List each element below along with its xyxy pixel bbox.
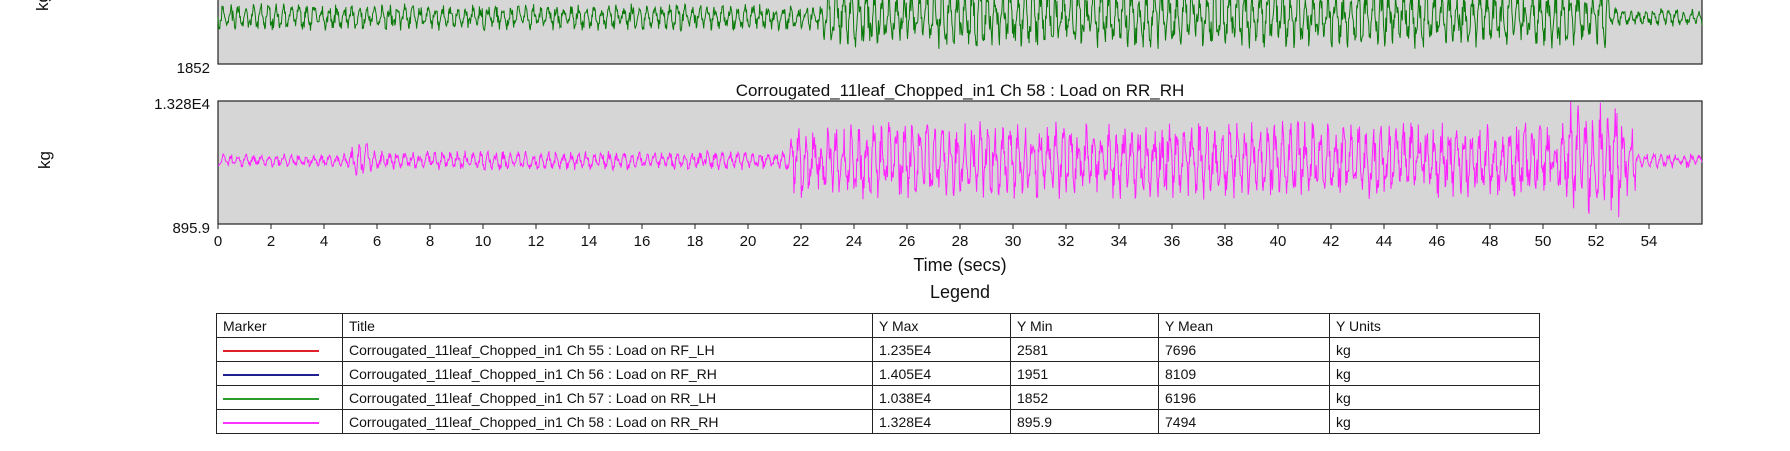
panel-ch57-ymin-label: 1852	[177, 60, 210, 77]
x-tick-label: 16	[634, 233, 651, 250]
legend-row-ymin: 2581	[1010, 337, 1159, 362]
x-tick-label: 18	[687, 233, 704, 250]
legend-row-yunits: kg	[1329, 385, 1540, 410]
x-tick-label: 54	[1641, 233, 1658, 250]
legend-row-ymin: 1951	[1010, 361, 1159, 386]
x-tick-label: 10	[475, 233, 492, 250]
legend-marker-line	[223, 373, 319, 376]
legend-marker-line	[223, 421, 319, 424]
legend-row-yunits: kg	[1329, 337, 1540, 362]
legend-row: Corrougated_11leaf_Chopped_in1 Ch 57 : L…	[216, 385, 1540, 410]
panel-ch58-ymax-label: 1.328E4	[154, 96, 210, 113]
legend-row: Corrougated_11leaf_Chopped_in1 Ch 56 : L…	[216, 361, 1540, 386]
x-tick-label: 28	[952, 233, 969, 250]
legend-table: Marker Title Y Max Y Min Y Mean Y Units …	[216, 313, 1540, 434]
legend-row-ymin: 895.9	[1010, 409, 1159, 434]
legend-marker	[216, 409, 343, 434]
x-tick-label: 32	[1058, 233, 1075, 250]
x-tick-label: 6	[373, 233, 381, 250]
legend-header-ymin: Y Min	[1010, 313, 1159, 338]
legend-row-yunits: kg	[1329, 409, 1540, 434]
legend-header-ymax: Y Max	[872, 313, 1011, 338]
legend-marker	[216, 385, 343, 410]
panel-ch58-title: Corrougated_11leaf_Chopped_in1 Ch 58 : L…	[736, 81, 1185, 100]
x-tick-label: 8	[426, 233, 434, 250]
x-tick-label: 0	[214, 233, 222, 250]
legend-row-ymin: 1852	[1010, 385, 1159, 410]
legend-row-ymax: 1.038E4	[872, 385, 1011, 410]
legend-row-ymean: 7494	[1158, 409, 1330, 434]
legend-row-title: Corrougated_11leaf_Chopped_in1 Ch 57 : L…	[342, 385, 873, 410]
panel-ch58-ylabel: kg	[35, 151, 54, 169]
legend-row: Corrougated_11leaf_Chopped_in1 Ch 58 : L…	[216, 409, 1540, 434]
legend-row-ymean: 6196	[1158, 385, 1330, 410]
panel-ch57: kg 1852	[33, 0, 1703, 77]
legend-header-ymean: Y Mean	[1158, 313, 1330, 338]
panel-ch58: Corrougated_11leaf_Chopped_in1 Ch 58 : L…	[35, 81, 1703, 275]
x-axis-label: Time (secs)	[913, 255, 1006, 275]
legend-header-row: Marker Title Y Max Y Min Y Mean Y Units	[216, 313, 1540, 338]
legend-row: Corrougated_11leaf_Chopped_in1 Ch 55 : L…	[216, 337, 1540, 362]
x-tick-label: 38	[1217, 233, 1234, 250]
x-tick-label: 48	[1482, 233, 1499, 250]
legend-header-marker: Marker	[216, 313, 343, 338]
x-tick-label: 14	[581, 233, 598, 250]
legend-row-ymean: 8109	[1158, 361, 1330, 386]
legend-title: Legend	[929, 282, 991, 302]
legend-marker-line	[223, 349, 319, 352]
legend-marker-line	[223, 397, 319, 400]
x-tick-label: 20	[740, 233, 757, 250]
x-tick-label: 46	[1429, 233, 1446, 250]
panel-ch58-trace	[217, 101, 1703, 218]
x-tick-label: 34	[1111, 233, 1128, 250]
legend-row-title: Corrougated_11leaf_Chopped_in1 Ch 58 : L…	[342, 409, 873, 434]
legend-header-yunits: Y Units	[1329, 313, 1540, 338]
x-tick-label: 50	[1535, 233, 1552, 250]
x-axis-ticks: 0 2 4 6 8 10 12 14 16 18 20 22 24 26 28 30 32 34 36 38 40 42 4…	[214, 224, 1658, 250]
x-tick-label: 30	[1005, 233, 1022, 250]
legend-row-yunits: kg	[1329, 361, 1540, 386]
x-tick-label: 12	[528, 233, 545, 250]
x-tick-label: 44	[1376, 233, 1393, 250]
x-tick-label: 4	[320, 233, 328, 250]
legend-marker	[216, 361, 343, 386]
legend-row-ymax: 1.328E4	[872, 409, 1011, 434]
legend-row-ymax: 1.235E4	[872, 337, 1011, 362]
x-tick-label: 52	[1588, 233, 1605, 250]
legend-row-ymax: 1.405E4	[872, 361, 1011, 386]
legend-row-title: Corrougated_11leaf_Chopped_in1 Ch 56 : L…	[342, 361, 873, 386]
x-tick-label: 2	[267, 233, 275, 250]
legend-header-title: Title	[342, 313, 873, 338]
x-tick-label: 36	[1164, 233, 1181, 250]
x-tick-label: 24	[846, 233, 863, 250]
x-tick-label: 26	[899, 233, 916, 250]
x-tick-label: 22	[793, 233, 810, 250]
legend-row-title: Corrougated_11leaf_Chopped_in1 Ch 55 : L…	[342, 337, 873, 362]
x-tick-label: 40	[1270, 233, 1287, 250]
legend-marker	[216, 337, 343, 362]
x-tick-label: 42	[1323, 233, 1340, 250]
panel-ch58-ymin-label: 895.9	[172, 220, 210, 237]
panel-ch57-trace	[217, 0, 1703, 49]
panel-ch57-ylabel: kg	[33, 0, 52, 11]
legend-row-ymean: 7696	[1158, 337, 1330, 362]
